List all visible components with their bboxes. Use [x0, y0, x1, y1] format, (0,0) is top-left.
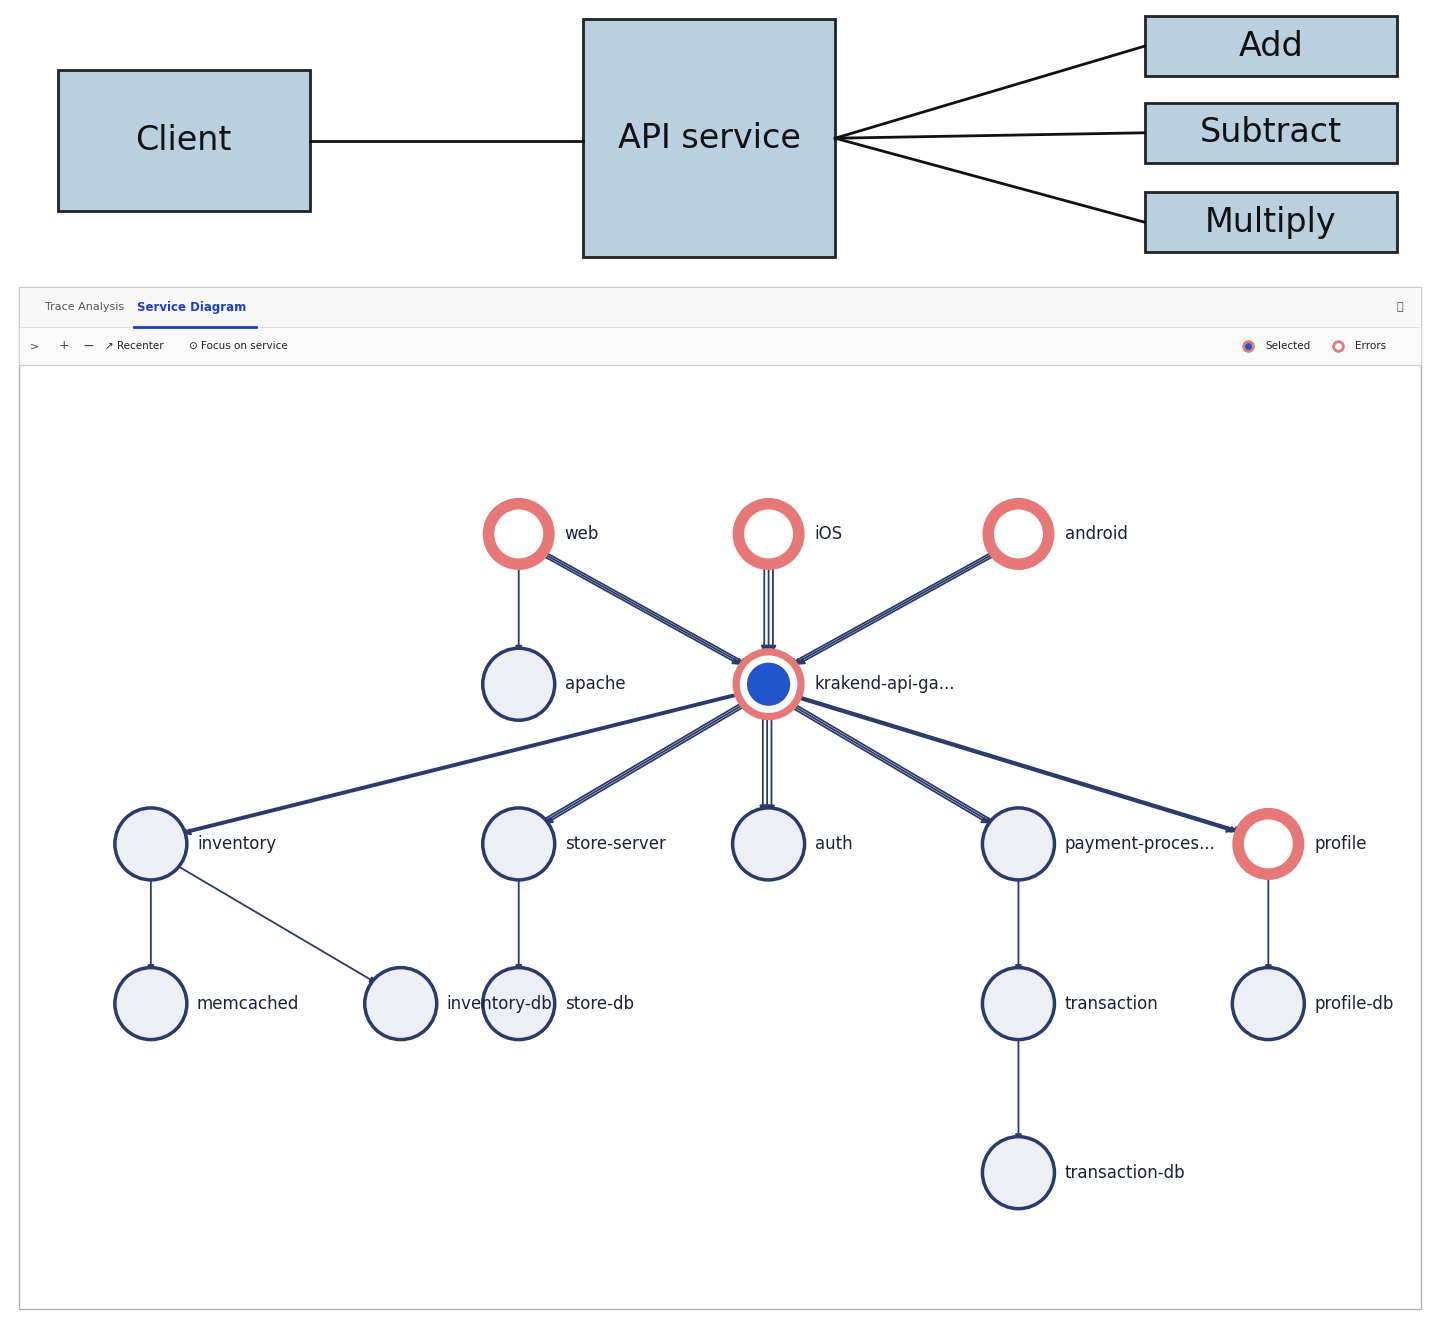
Text: memcached: memcached [197, 994, 300, 1013]
Text: API service: API service [618, 122, 801, 155]
FancyBboxPatch shape [19, 287, 1421, 1309]
FancyBboxPatch shape [1145, 103, 1397, 163]
Text: ⤢: ⤢ [1397, 303, 1403, 312]
Text: −: − [82, 338, 94, 353]
Text: store-db: store-db [564, 994, 634, 1013]
Text: +: + [59, 340, 69, 353]
Ellipse shape [744, 509, 793, 558]
Text: transaction-db: transaction-db [1064, 1163, 1185, 1182]
Text: android: android [1064, 525, 1128, 543]
Ellipse shape [1233, 808, 1305, 880]
Text: inventory: inventory [197, 836, 276, 853]
FancyBboxPatch shape [19, 287, 1421, 327]
Text: Trace Analysis: Trace Analysis [45, 303, 124, 312]
Text: iOS: iOS [815, 525, 842, 543]
Ellipse shape [982, 1137, 1054, 1208]
Text: profile: profile [1315, 836, 1367, 853]
Text: apache: apache [564, 676, 625, 693]
Ellipse shape [994, 509, 1043, 558]
FancyBboxPatch shape [58, 70, 310, 212]
Text: Errors: Errors [1355, 341, 1387, 350]
Text: ⊙ Focus on service: ⊙ Focus on service [189, 341, 288, 350]
Ellipse shape [733, 648, 805, 720]
Ellipse shape [482, 648, 554, 720]
Text: profile-db: profile-db [1315, 994, 1394, 1013]
Ellipse shape [982, 498, 1054, 570]
Ellipse shape [982, 968, 1054, 1039]
Ellipse shape [115, 968, 187, 1039]
Ellipse shape [494, 509, 543, 558]
Text: transaction: transaction [1064, 994, 1158, 1013]
Ellipse shape [1244, 820, 1293, 869]
Ellipse shape [364, 968, 436, 1039]
FancyBboxPatch shape [1145, 193, 1397, 253]
Ellipse shape [482, 968, 554, 1039]
Ellipse shape [482, 498, 554, 570]
FancyBboxPatch shape [583, 19, 835, 258]
Text: Multiply: Multiply [1205, 206, 1336, 239]
Ellipse shape [482, 808, 554, 880]
FancyBboxPatch shape [1145, 16, 1397, 75]
Text: krakend-api-ga...: krakend-api-ga... [815, 676, 955, 693]
Text: Add: Add [1238, 29, 1303, 62]
FancyBboxPatch shape [19, 327, 1421, 365]
Ellipse shape [1233, 968, 1305, 1039]
Text: store-server: store-server [564, 836, 665, 853]
Text: Subtract: Subtract [1200, 116, 1342, 149]
Text: inventory-db: inventory-db [446, 994, 553, 1013]
Text: payment-proces...: payment-proces... [1064, 836, 1215, 853]
Ellipse shape [733, 498, 805, 570]
Text: auth: auth [815, 836, 852, 853]
Text: >: > [30, 341, 39, 350]
Ellipse shape [982, 808, 1054, 880]
Text: web: web [564, 525, 599, 543]
Ellipse shape [740, 656, 798, 713]
Text: Client: Client [135, 124, 232, 157]
Ellipse shape [115, 808, 187, 880]
Text: Selected: Selected [1266, 341, 1310, 350]
Text: Service Diagram: Service Diagram [137, 300, 246, 313]
Ellipse shape [747, 662, 791, 706]
Ellipse shape [733, 808, 805, 880]
Text: ↗ Recenter: ↗ Recenter [105, 341, 164, 350]
